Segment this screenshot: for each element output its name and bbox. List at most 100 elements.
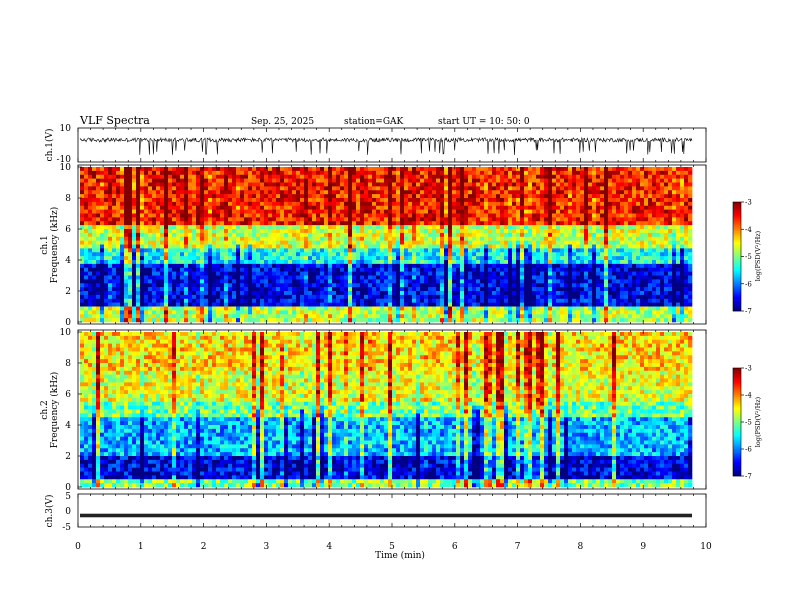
spectrogram-cell	[444, 213, 449, 218]
spectrogram-cell	[244, 298, 249, 303]
spectrogram-cell	[136, 170, 141, 176]
spectrogram-cell	[412, 240, 417, 245]
spectrogram-cell	[192, 209, 197, 214]
spectrogram-cell	[104, 298, 109, 303]
spectrogram-cell	[460, 213, 465, 218]
spectrogram-cell	[144, 260, 149, 265]
spectrogram-cell	[412, 221, 417, 226]
spectrogram-cell	[200, 256, 205, 261]
spectrogram-cell	[104, 240, 109, 245]
spectrogram-cell	[240, 252, 245, 257]
spectrogram-cell	[548, 244, 553, 249]
spectrogram-cell	[96, 190, 101, 195]
spectrogram-cell	[384, 167, 389, 172]
spectrogram-cell	[456, 174, 461, 179]
spectrogram-cell	[360, 190, 365, 195]
spectrogram-cell	[228, 178, 233, 183]
spectrogram-cell	[188, 198, 193, 203]
spectrogram-cell	[88, 256, 93, 261]
spectrogram-cell	[308, 314, 313, 319]
spectrogram-cell	[228, 174, 233, 179]
spectrogram-cell	[540, 182, 545, 187]
spectrogram-cell	[416, 186, 421, 191]
spectrogram-cell	[208, 283, 213, 288]
spectrogram-cell	[448, 229, 453, 234]
spectrogram-cell	[104, 291, 109, 296]
spectrogram-cell	[540, 178, 545, 183]
spectrogram-cell	[252, 302, 257, 307]
spectrogram-cell	[284, 260, 289, 265]
spectrogram-cell	[444, 244, 449, 249]
spectrogram-cell	[484, 314, 489, 319]
spectrogram-cell	[332, 267, 337, 272]
spectrogram-cell	[496, 279, 501, 284]
spectrogram-cell	[428, 229, 433, 234]
spectrogram-cell	[296, 213, 301, 218]
spectrogram-cell	[492, 314, 497, 319]
spectrogram-cell	[332, 217, 337, 222]
spectrogram-cell	[476, 167, 481, 172]
spectrogram-cell	[264, 225, 269, 230]
spectrogram-cell	[244, 240, 249, 245]
spectrogram-cell	[516, 244, 521, 249]
spectrogram-cell	[508, 232, 513, 238]
spectrogram-cell	[128, 167, 133, 172]
spectrogram-cell	[464, 298, 469, 303]
spectrogram-cell	[492, 275, 497, 280]
spectrogram-cell	[472, 221, 477, 226]
spectrogram-cell	[176, 267, 181, 272]
spectrogram-cell	[228, 213, 233, 218]
spectrogram-cell	[428, 190, 433, 195]
spectrogram-cell	[448, 248, 453, 253]
spectrogram-cell	[424, 229, 429, 234]
spectrogram-cell	[540, 271, 545, 276]
spectrogram-cell	[296, 260, 301, 265]
spectrogram-cell	[316, 217, 321, 222]
spectrogram-cell	[348, 256, 353, 261]
spectrogram-cell	[340, 294, 345, 300]
spectrogram-cell	[252, 194, 257, 199]
spectrogram-cell	[144, 225, 149, 230]
spectrogram-cell	[516, 182, 521, 187]
spectrogram-cell	[552, 275, 557, 280]
spectrogram-cell	[508, 310, 513, 315]
spectrogram-cell	[464, 291, 469, 296]
spectrogram-cell	[368, 167, 373, 172]
spectrogram-cell	[408, 263, 413, 269]
spectrogram-cell	[528, 167, 533, 172]
spectrogram-cell	[260, 291, 265, 296]
spectrogram-cell	[316, 170, 321, 176]
spectrogram-cell	[272, 194, 277, 199]
spectrogram-cell	[384, 291, 389, 296]
spectrogram-cell	[496, 240, 501, 245]
spectrogram-cell	[400, 190, 405, 195]
spectrogram-cell	[120, 209, 125, 214]
spectrogram-cell	[136, 194, 141, 199]
spectrogram-cell	[116, 287, 121, 292]
spectrogram-cell	[168, 194, 173, 199]
spectrogram-cell	[504, 291, 509, 296]
spectrogram-cell	[300, 190, 305, 195]
spectrogram-cell	[500, 178, 505, 183]
spectrogram-cell	[176, 198, 181, 203]
spectrogram-cell	[224, 279, 229, 284]
spectrogram-cell	[568, 314, 573, 319]
spectrogram-cell	[564, 267, 569, 272]
spectrogram-cell	[348, 225, 353, 230]
spectrogram-cell	[340, 306, 345, 311]
spectrogram-cell	[164, 182, 169, 187]
spectrogram-cell	[440, 217, 445, 222]
spectrogram-cell	[276, 174, 281, 179]
spectrogram-cell	[448, 205, 453, 210]
spectrogram-cell	[188, 298, 193, 303]
spectrogram-cell	[244, 182, 249, 187]
spectrogram-cell	[440, 236, 445, 241]
spectrogram-cell	[340, 174, 345, 179]
spectrogram-cell	[560, 170, 565, 176]
spectrogram-cell	[212, 178, 217, 183]
spectrogram-cell	[172, 209, 177, 214]
spectrogram-cell	[556, 294, 561, 300]
spectrogram-cell	[576, 217, 581, 222]
spectrogram-cell	[172, 244, 177, 249]
spectrogram-cell	[284, 318, 289, 323]
